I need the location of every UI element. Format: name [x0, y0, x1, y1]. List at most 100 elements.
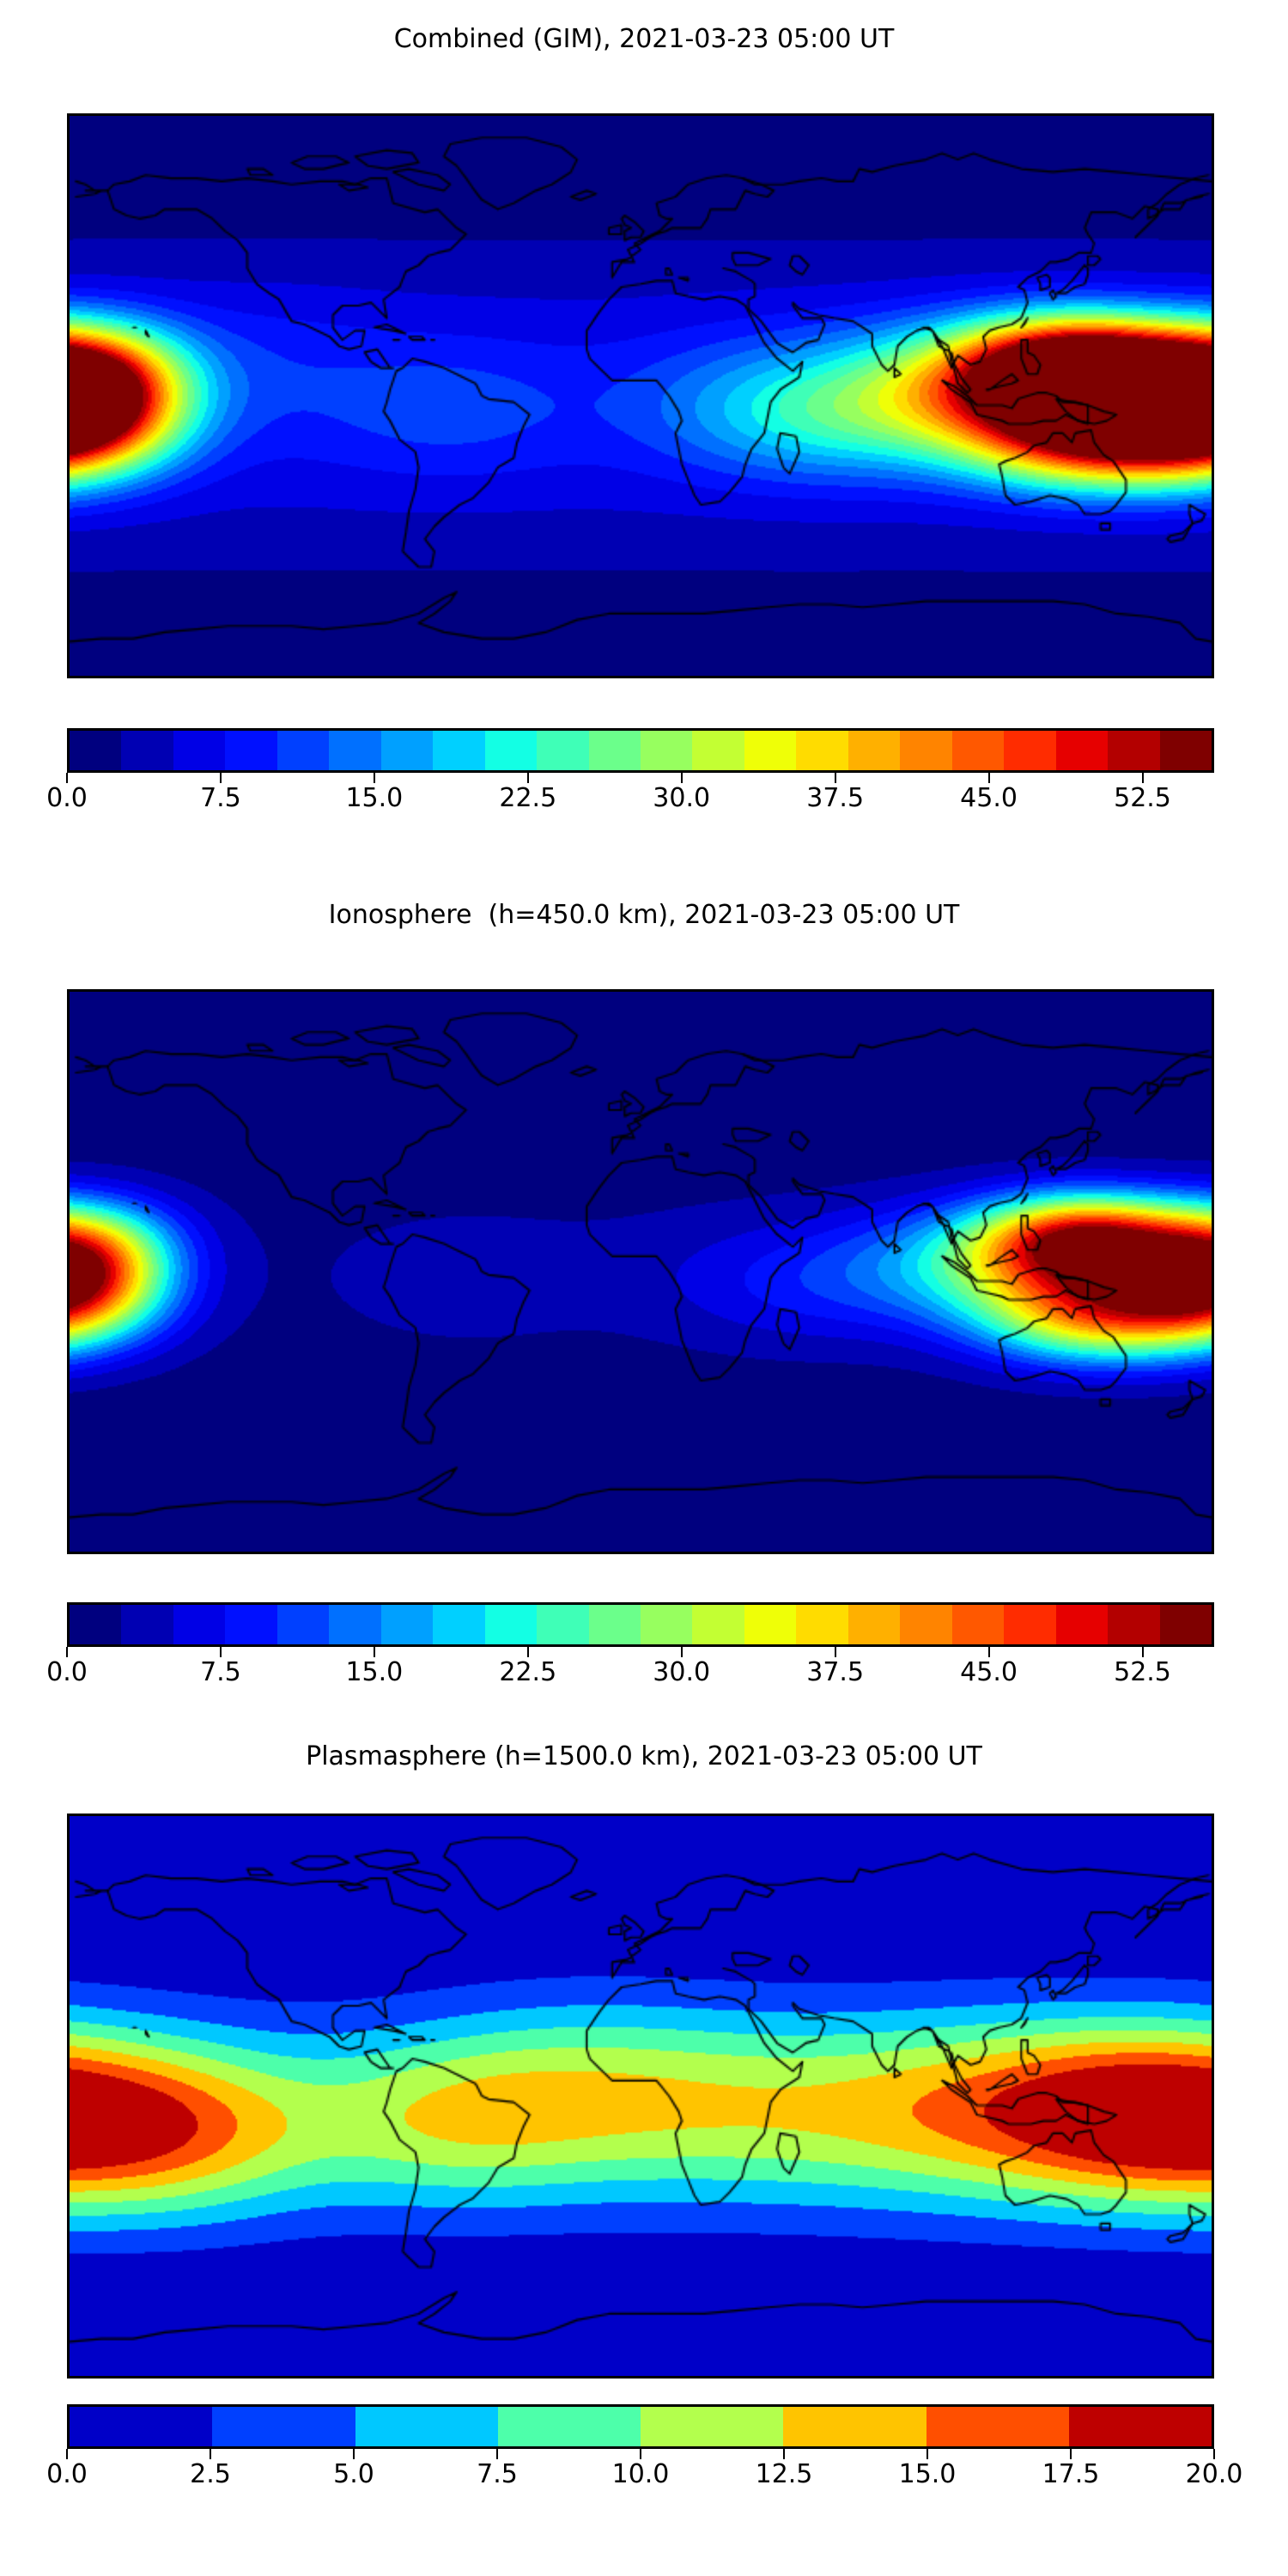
- colorbar-tick: [66, 773, 68, 783]
- colorbar-swatch: [951, 1605, 1005, 1644]
- colorbar-swatch: [692, 1605, 744, 1644]
- colorbar-tick-label: 7.5: [200, 1657, 241, 1687]
- colorbar-tick-label: 52.5: [1114, 1657, 1171, 1687]
- map-combined-gim: [67, 113, 1214, 678]
- colorbar-ticks-ionosphere-450km: [66, 1647, 1214, 1657]
- map-canvas-combined-gim: [70, 116, 1212, 676]
- colorbar-tick: [834, 1647, 836, 1657]
- colorbar-tick-label: 37.5: [806, 783, 865, 813]
- colorbar-tick-label: 20.0: [1185, 2459, 1243, 2489]
- colorbar-ticks-plasmasphere-1500km: [66, 2449, 1215, 2459]
- colorbar-swatch: [1068, 2407, 1212, 2446]
- colorbar-tick: [1141, 1647, 1144, 1657]
- colorbar-tick-label: 45.0: [960, 783, 1018, 813]
- map-canvas-ionosphere-450km: [70, 992, 1212, 1552]
- colorbar-tick-label: 15.0: [345, 783, 404, 813]
- colorbar-tick: [526, 773, 529, 783]
- colorbar-swatch: [744, 1605, 797, 1644]
- colorbar-swatch: [641, 2407, 784, 2446]
- colorbar-swatch: [497, 2407, 641, 2446]
- colorbar-tick-label: 45.0: [960, 1657, 1018, 1687]
- colorbar-tick: [219, 773, 222, 783]
- colorbar-swatch: [783, 2407, 927, 2446]
- colorbar-swatch: [173, 1605, 226, 1644]
- colorbar-tick-label: 17.5: [1042, 2459, 1100, 2489]
- panel-title-combined-gim: Combined (GIM), 2021-03-23 05:00 UT: [393, 24, 895, 54]
- colorbar-swatch: [212, 2407, 355, 2446]
- colorbar-tick-label: 2.5: [190, 2459, 231, 2489]
- colorbar-ionosphere-450km: 0.0 7.5 15.0 22.5 30.0 37.5 45.0 52.5: [46, 1602, 1214, 1705]
- colorbar-tick-label: 15.0: [345, 1657, 404, 1687]
- map-plasmasphere-1500km: [67, 1814, 1214, 2379]
- colorbar-swatch: [588, 731, 641, 770]
- colorbar-swatch: [1055, 731, 1109, 770]
- colorbar-swatch: [848, 1605, 901, 1644]
- colorbar-plasmasphere-1500km: 0.0 2.5 5.0 7.5 10.0 12.5 15.0 17.5 20.0: [46, 2404, 1242, 2507]
- colorbar-tick-label: 5.0: [333, 2459, 374, 2489]
- panel-title-ionosphere-450km: Ionosphere (h=450.0 km), 2021-03-23 05:0…: [328, 900, 960, 930]
- colorbar-tick: [1070, 2449, 1072, 2459]
- colorbar-tick: [373, 773, 375, 783]
- colorbar-tick: [927, 2449, 928, 2459]
- colorbar-tick: [373, 1647, 375, 1657]
- colorbar-swatch: [380, 1605, 434, 1644]
- colorbar-swatch: [744, 731, 797, 770]
- colorbar-swatch: [951, 731, 1005, 770]
- colorbar-gradient-plasmasphere-1500km: [67, 2404, 1214, 2449]
- colorbar-labels-combined-gim: 0.0 7.5 15.0 22.5 30.0 37.5 45.0 52.5: [46, 783, 1214, 817]
- colorbar-swatch: [225, 1605, 277, 1644]
- colorbar-swatch: [1004, 1605, 1056, 1644]
- colorbar-tick: [680, 1647, 683, 1657]
- colorbar-tick: [526, 1647, 529, 1657]
- colorbar-swatch: [276, 731, 330, 770]
- colorbar-swatch: [900, 1605, 952, 1644]
- colorbar-swatch: [796, 731, 848, 770]
- colorbar-swatch: [1159, 1605, 1212, 1644]
- colorbar-tick: [66, 1647, 68, 1657]
- colorbar-swatch: [433, 1605, 485, 1644]
- colorbar-tick-label: 0.0: [46, 1657, 88, 1687]
- colorbar-swatch: [1004, 731, 1056, 770]
- colorbar-swatch: [70, 731, 122, 770]
- colorbar-swatch: [537, 731, 589, 770]
- panel-title-plasmasphere-1500km: Plasmasphere (h=1500.0 km), 2021-03-23 0…: [306, 1741, 982, 1771]
- colorbar-tick-label: 10.0: [611, 2459, 670, 2489]
- colorbar-tick: [834, 773, 836, 783]
- colorbar-labels-ionosphere-450km: 0.0 7.5 15.0 22.5 30.0 37.5 45.0 52.5: [46, 1657, 1214, 1692]
- colorbar-swatch: [692, 731, 744, 770]
- colorbar-swatch: [433, 731, 485, 770]
- colorbar-tick-label: 7.5: [477, 2459, 518, 2489]
- colorbar-tick: [1213, 2449, 1215, 2459]
- colorbar-tick: [987, 1647, 990, 1657]
- colorbar-swatch: [640, 731, 693, 770]
- colorbar-swatch: [1055, 1605, 1109, 1644]
- colorbar-tick: [680, 773, 683, 783]
- colorbar-swatch: [329, 1605, 381, 1644]
- colorbar-tick: [987, 773, 990, 783]
- colorbar-swatch: [329, 731, 381, 770]
- colorbar-tick: [210, 2449, 211, 2459]
- colorbar-tick-label: 7.5: [200, 783, 241, 813]
- colorbar-labels-plasmasphere-1500km: 0.0 2.5 5.0 7.5 10.0 12.5 15.0 17.5 20.0: [46, 2459, 1242, 2494]
- colorbar-swatch: [537, 1605, 589, 1644]
- colorbar-tick: [219, 1647, 222, 1657]
- colorbar-swatch: [276, 1605, 330, 1644]
- colorbar-swatch: [121, 1605, 173, 1644]
- colorbar-swatch: [588, 1605, 641, 1644]
- colorbar-tick-label: 30.0: [653, 1657, 711, 1687]
- colorbar-swatch: [70, 2407, 213, 2446]
- map-canvas-plasmasphere-1500km: [70, 1816, 1212, 2376]
- colorbar-swatch: [1159, 731, 1212, 770]
- colorbar-tick: [640, 2449, 641, 2459]
- colorbar-tick-label: 0.0: [46, 783, 88, 813]
- colorbar-tick: [783, 2449, 785, 2459]
- colorbar-ticks-combined-gim: [66, 773, 1214, 783]
- colorbar-swatch: [484, 1605, 538, 1644]
- colorbar-tick: [496, 2449, 498, 2459]
- colorbar-tick: [66, 2449, 68, 2459]
- colorbar-tick: [353, 2449, 355, 2459]
- colorbar-tick-label: 12.5: [755, 2459, 813, 2489]
- colorbar-tick-label: 22.5: [499, 1657, 557, 1687]
- colorbar-swatch: [355, 2407, 498, 2446]
